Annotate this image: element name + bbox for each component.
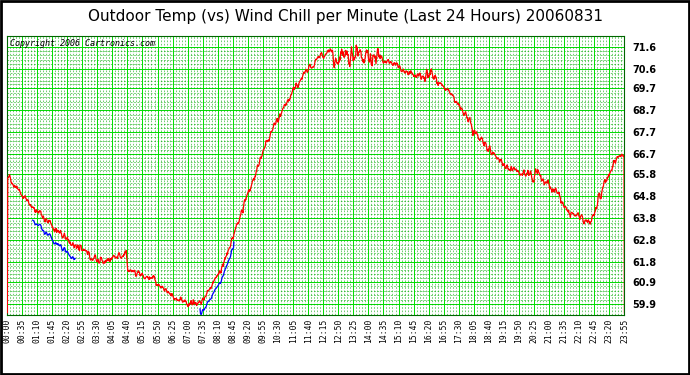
Text: 15:45: 15:45	[409, 319, 418, 343]
Text: 21:00: 21:00	[544, 319, 553, 343]
Text: 02:20: 02:20	[63, 319, 72, 343]
Text: 15:10: 15:10	[394, 319, 403, 343]
Text: 00:00: 00:00	[2, 319, 12, 343]
Text: 19:50: 19:50	[515, 319, 524, 343]
Text: 06:25: 06:25	[168, 319, 177, 343]
Text: 12:15: 12:15	[319, 319, 328, 343]
Text: 08:10: 08:10	[213, 319, 222, 343]
Text: 09:55: 09:55	[259, 319, 268, 343]
Text: 00:35: 00:35	[17, 319, 26, 343]
Text: 07:35: 07:35	[198, 319, 207, 343]
Text: 08:45: 08:45	[228, 319, 237, 343]
Text: Copyright 2006 Cartronics.com: Copyright 2006 Cartronics.com	[10, 39, 155, 48]
Text: 05:50: 05:50	[153, 319, 162, 343]
Text: 01:10: 01:10	[32, 319, 41, 343]
Text: 05:15: 05:15	[138, 319, 147, 343]
Text: 21:35: 21:35	[560, 319, 569, 343]
Text: 07:00: 07:00	[183, 319, 192, 343]
Text: 16:55: 16:55	[440, 319, 449, 343]
Text: 10:30: 10:30	[273, 319, 282, 343]
Text: 12:50: 12:50	[334, 319, 343, 343]
Text: 04:40: 04:40	[123, 319, 132, 343]
Text: 23:20: 23:20	[605, 319, 614, 343]
Text: 04:05: 04:05	[108, 319, 117, 343]
Text: 11:05: 11:05	[288, 319, 297, 343]
Text: 19:15: 19:15	[500, 319, 509, 343]
Text: 20:25: 20:25	[530, 319, 539, 343]
Text: 11:40: 11:40	[304, 319, 313, 343]
Text: 02:55: 02:55	[78, 319, 87, 343]
Text: 23:55: 23:55	[620, 319, 629, 343]
Text: 16:20: 16:20	[424, 319, 433, 343]
Text: 14:00: 14:00	[364, 319, 373, 343]
Text: 03:30: 03:30	[92, 319, 101, 343]
Text: 14:35: 14:35	[379, 319, 388, 343]
Text: 18:05: 18:05	[469, 319, 478, 343]
Text: 13:25: 13:25	[349, 319, 358, 343]
Text: 18:40: 18:40	[484, 319, 493, 343]
Text: 17:30: 17:30	[454, 319, 463, 343]
Text: 22:10: 22:10	[575, 319, 584, 343]
Text: Outdoor Temp (vs) Wind Chill per Minute (Last 24 Hours) 20060831: Outdoor Temp (vs) Wind Chill per Minute …	[88, 9, 602, 24]
Text: 22:45: 22:45	[590, 319, 599, 343]
Text: 09:20: 09:20	[244, 319, 253, 343]
Text: 01:45: 01:45	[48, 319, 57, 343]
